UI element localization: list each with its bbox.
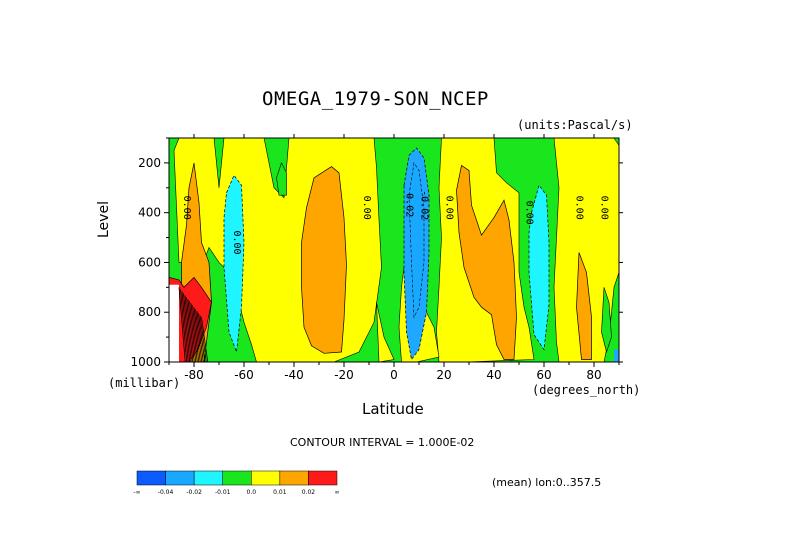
y-tick-label: 400 <box>138 206 161 220</box>
contour-label: 0.02 <box>404 193 415 217</box>
contour-region-yellow-4 <box>376 302 395 362</box>
colorbar-label: -0.01 <box>215 489 231 496</box>
dense-contour-line <box>199 315 207 362</box>
x-tick-label: -80 <box>184 368 204 382</box>
y-tick-label: 1000 <box>130 355 161 369</box>
dense-contour-line <box>198 313 206 362</box>
contour-label: 0.00 <box>444 196 455 220</box>
x-tick-label: -60 <box>234 368 254 382</box>
contour-region-5 <box>456 164 517 360</box>
x-tick-label: 80 <box>586 368 601 382</box>
dense-contour-line <box>180 289 188 362</box>
dense-contour-line <box>187 299 195 362</box>
contour-label: 0.00 <box>524 201 535 225</box>
dense-contour-line <box>181 291 189 362</box>
x-axis-unit: (degrees_north) <box>532 383 641 397</box>
contour-region-core <box>408 162 425 319</box>
dense-contour-line <box>186 297 194 362</box>
contour-label: 0.00 <box>231 230 242 254</box>
colorbar-label: -0.02 <box>186 489 202 496</box>
contour-label: 0.00 <box>574 196 585 220</box>
contour-region-green-island <box>276 162 287 196</box>
y-tick-label: 600 <box>138 255 161 269</box>
dense-contour-line <box>183 293 191 362</box>
colorbar-label: -0.04 <box>158 489 174 496</box>
units-label: (units:Pascal/s) <box>517 118 633 132</box>
colorbar-swatch <box>193 470 223 486</box>
colorbar-swatch <box>308 470 338 486</box>
x-tick-label: 20 <box>436 368 451 382</box>
contour-region-green-island-2 <box>601 287 612 354</box>
dense-contour-line <box>195 309 203 362</box>
y-tick-label: 800 <box>138 305 161 319</box>
colorbar-label: 0.01 <box>273 489 287 496</box>
contour-label: 0.00 <box>599 196 610 220</box>
x-tick-label: -40 <box>284 368 304 382</box>
colorbar-swatch <box>165 470 195 486</box>
x-tick-label: 60 <box>536 368 551 382</box>
contour-region-6 <box>528 184 550 351</box>
colorbar-label: -∞ <box>133 489 140 496</box>
contour-region-7 <box>576 252 592 360</box>
contour-interval-label: CONTOUR INTERVAL = 1.000E-02 <box>290 436 475 449</box>
dense-contour-line <box>201 317 209 362</box>
dense-contour-line <box>192 305 200 362</box>
colorbar-swatch <box>279 470 309 486</box>
dense-contour-line <box>178 287 186 362</box>
x-tick-label: 0 <box>390 368 398 382</box>
dense-contour-line <box>193 307 201 362</box>
mean-longitude-label: (mean) lon:0..357.5 <box>492 476 602 489</box>
y-axis-unit: (millibar) <box>108 376 181 390</box>
y-tick-label: 200 <box>138 156 161 170</box>
colorbar-swatch <box>222 470 252 486</box>
x-axis-title: Latitude <box>362 400 424 418</box>
colorbar-swatch <box>136 470 166 486</box>
contour-label: 0.00 <box>181 196 192 220</box>
contour-region-edge <box>614 349 619 362</box>
colorbar-swatch <box>251 470 281 486</box>
contour-region-2 <box>223 174 245 353</box>
chart-title: OMEGA_1979-SON_NCEP <box>262 88 489 110</box>
colorbar-label: ∞ <box>335 489 340 496</box>
y-axis-title: Level <box>96 201 112 238</box>
topography-mask <box>169 284 179 362</box>
colorbar-label: 0.0 <box>247 489 257 496</box>
dense-contour-line <box>196 311 204 362</box>
x-tick-label: -20 <box>334 368 354 382</box>
contour-fill-group <box>169 138 619 362</box>
contour-label: 0.00 <box>361 196 372 220</box>
x-tick-label: 40 <box>486 368 501 382</box>
contour-region-3 <box>301 166 347 354</box>
dense-contour-line <box>184 295 192 362</box>
dense-contour-line <box>190 303 198 362</box>
dense-contour-line <box>189 301 197 362</box>
contour-label: -0.02 <box>419 190 430 220</box>
colorbar-label: 0.02 <box>302 489 316 496</box>
